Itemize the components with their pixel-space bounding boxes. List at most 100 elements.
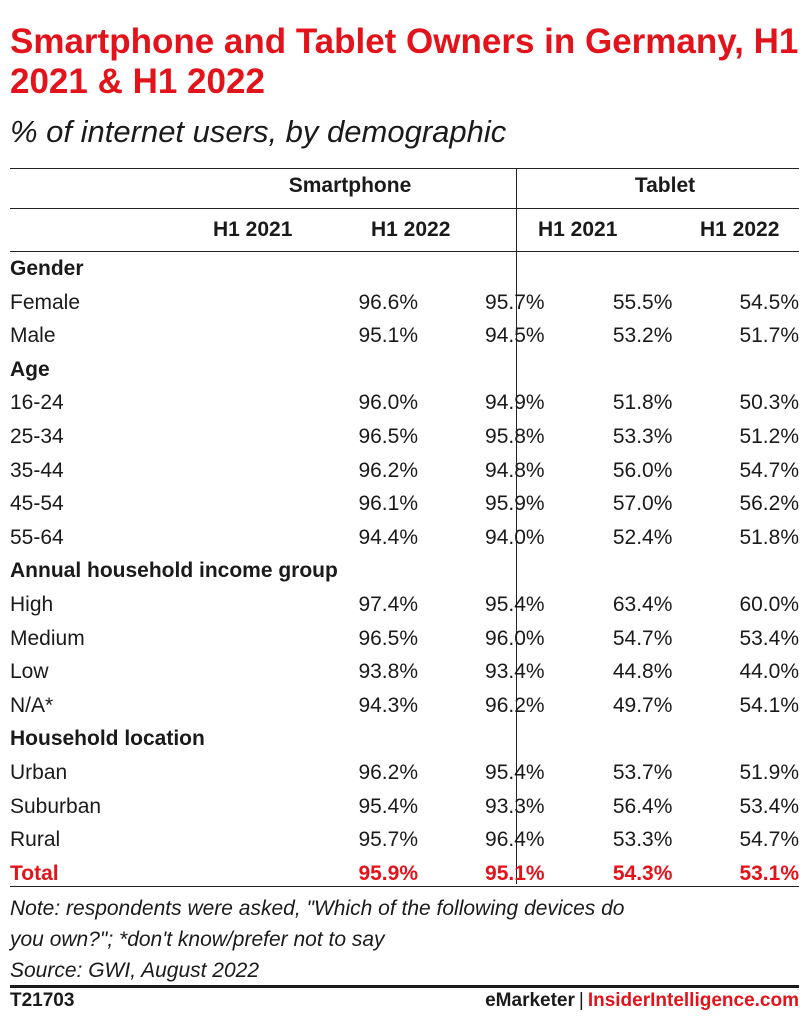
empty-cell <box>672 353 799 387</box>
value-cell: 96.2% <box>358 760 418 784</box>
empty-cell <box>338 554 418 588</box>
row-label: Suburban <box>10 794 102 818</box>
value-cell: 94.3% <box>358 693 418 717</box>
section-row: Annual household income group <box>10 554 799 588</box>
group-header-tablet: Tablet <box>634 174 696 197</box>
table-row: High 97.4% 95.4% 63.4% 60.0% <box>10 588 799 622</box>
value-cell: 50.3% <box>739 391 799 415</box>
value-cell: 56.4% <box>612 794 673 818</box>
value-cell: 44.0% <box>739 660 799 684</box>
source-line: Source: GWI, August 2022 <box>10 959 260 982</box>
chart-title: Smartphone and Tablet Owners in Germany,… <box>10 22 799 101</box>
row-label: 16-24 <box>10 391 64 415</box>
value-cell: 53.7% <box>612 760 673 784</box>
value-cell: 51.8% <box>739 525 799 549</box>
empty-cell <box>418 353 545 387</box>
value-cell: 49.7% <box>612 693 673 717</box>
table-row: Rural 95.7% 96.4% 53.3% 54.7% <box>10 823 799 857</box>
section-label: Age <box>10 357 50 381</box>
value-cell: 53.1% <box>739 861 799 885</box>
section-label: Gender <box>10 257 84 280</box>
value-cell: 94.8% <box>485 458 545 482</box>
table-row: N/A* 94.3% 96.2% 49.7% 54.1% <box>10 689 799 723</box>
value-cell: 95.9% <box>485 492 545 516</box>
row-label: Low <box>10 660 49 684</box>
row-label: 45-54 <box>10 492 64 516</box>
value-cell: 57.0% <box>612 492 673 516</box>
value-cell: 95.4% <box>485 760 545 784</box>
table-row: 16-24 96.0% 94.9% 51.8% 50.3% <box>10 386 799 420</box>
brand-emarketer: eMarketer <box>485 990 575 1011</box>
empty-cell <box>338 252 418 286</box>
table-row: Urban 96.2% 95.4% 53.7% 51.9% <box>10 756 799 790</box>
column-header-rule <box>10 251 799 252</box>
value-cell: 95.1% <box>358 324 418 348</box>
footer-rule <box>10 985 799 988</box>
value-cell: 51.9% <box>739 760 799 784</box>
value-cell: 95.4% <box>485 592 545 616</box>
value-cell: 54.7% <box>612 626 673 650</box>
value-cell: 44.8% <box>612 660 673 684</box>
bottom-rule <box>10 886 799 887</box>
value-cell: 56.0% <box>612 458 673 482</box>
value-cell: 95.7% <box>485 290 545 314</box>
value-cell: 95.7% <box>358 828 418 852</box>
value-cell: 95.1% <box>485 861 545 885</box>
value-cell: 93.8% <box>358 660 418 684</box>
header-rule <box>10 208 799 209</box>
value-cell: 96.5% <box>358 626 418 650</box>
value-cell: 54.3% <box>612 861 673 885</box>
value-cell: 55.5% <box>612 290 673 314</box>
note-line-2: you own?"; *don't know/prefer not to say <box>10 928 385 951</box>
table-row: Suburban 95.4% 93.3% 56.4% 53.4% <box>10 790 799 824</box>
empty-cell <box>418 554 545 588</box>
value-cell: 54.5% <box>739 290 799 314</box>
table-row: Medium 96.5% 96.0% 54.7% 53.4% <box>10 622 799 656</box>
col-header-smartphone-2022: H1 2022 <box>371 218 451 241</box>
table-row: 45-54 96.1% 95.9% 57.0% 56.2% <box>10 487 799 521</box>
table-row: 55-64 94.4% 94.0% 52.4% 51.8% <box>10 521 799 555</box>
value-cell: 54.7% <box>739 828 799 852</box>
value-cell: 53.3% <box>612 424 673 448</box>
table-row: 25-34 96.5% 95.8% 53.3% 51.2% <box>10 420 799 454</box>
row-label: Female <box>10 290 81 314</box>
row-label: N/A* <box>10 693 54 717</box>
brand: eMarketer | InsiderIntelligence.com <box>485 990 799 1012</box>
empty-cell <box>418 722 545 756</box>
value-cell: 53.3% <box>612 828 673 852</box>
empty-cell <box>672 554 799 588</box>
value-cell: 60.0% <box>739 592 799 616</box>
table-row: Male 95.1% 94.5% 53.2% 51.7% <box>10 319 799 353</box>
note-line-1: Note: respondents were asked, "Which of … <box>10 897 625 920</box>
empty-cell <box>672 252 799 286</box>
brand-separator: | <box>578 990 584 1011</box>
value-cell: 95.8% <box>485 424 545 448</box>
row-label: 35-44 <box>10 458 64 482</box>
group-divider <box>516 168 517 884</box>
value-cell: 96.0% <box>485 626 545 650</box>
value-cell: 96.6% <box>358 290 418 314</box>
value-cell: 54.7% <box>739 458 799 482</box>
section-row: Household location <box>10 722 799 756</box>
value-cell: 51.2% <box>739 424 799 448</box>
value-cell: 93.3% <box>485 794 545 818</box>
value-cell: 97.4% <box>358 592 418 616</box>
value-cell: 54.1% <box>739 693 799 717</box>
row-label: High <box>10 592 54 616</box>
row-label: Rural <box>10 828 61 852</box>
value-cell: 53.4% <box>739 626 799 650</box>
value-cell: 53.2% <box>612 324 673 348</box>
row-label: Male <box>10 324 56 348</box>
row-label: Medium <box>10 626 85 650</box>
value-cell: 96.0% <box>358 391 418 415</box>
table-row: 35-44 96.2% 94.8% 56.0% 54.7% <box>10 454 799 488</box>
section-label: Annual household income group <box>10 559 338 583</box>
section-label: Household location <box>10 727 205 751</box>
value-cell: 93.4% <box>485 660 545 684</box>
value-cell: 95.4% <box>358 794 418 818</box>
empty-cell <box>672 722 799 756</box>
data-table: Gender Female 96.6% 95.7% 55.5% 54.5% Male 95.1… <box>10 252 799 890</box>
value-cell: 94.5% <box>485 324 545 348</box>
value-cell: 94.4% <box>358 525 418 549</box>
empty-cell <box>545 353 673 387</box>
